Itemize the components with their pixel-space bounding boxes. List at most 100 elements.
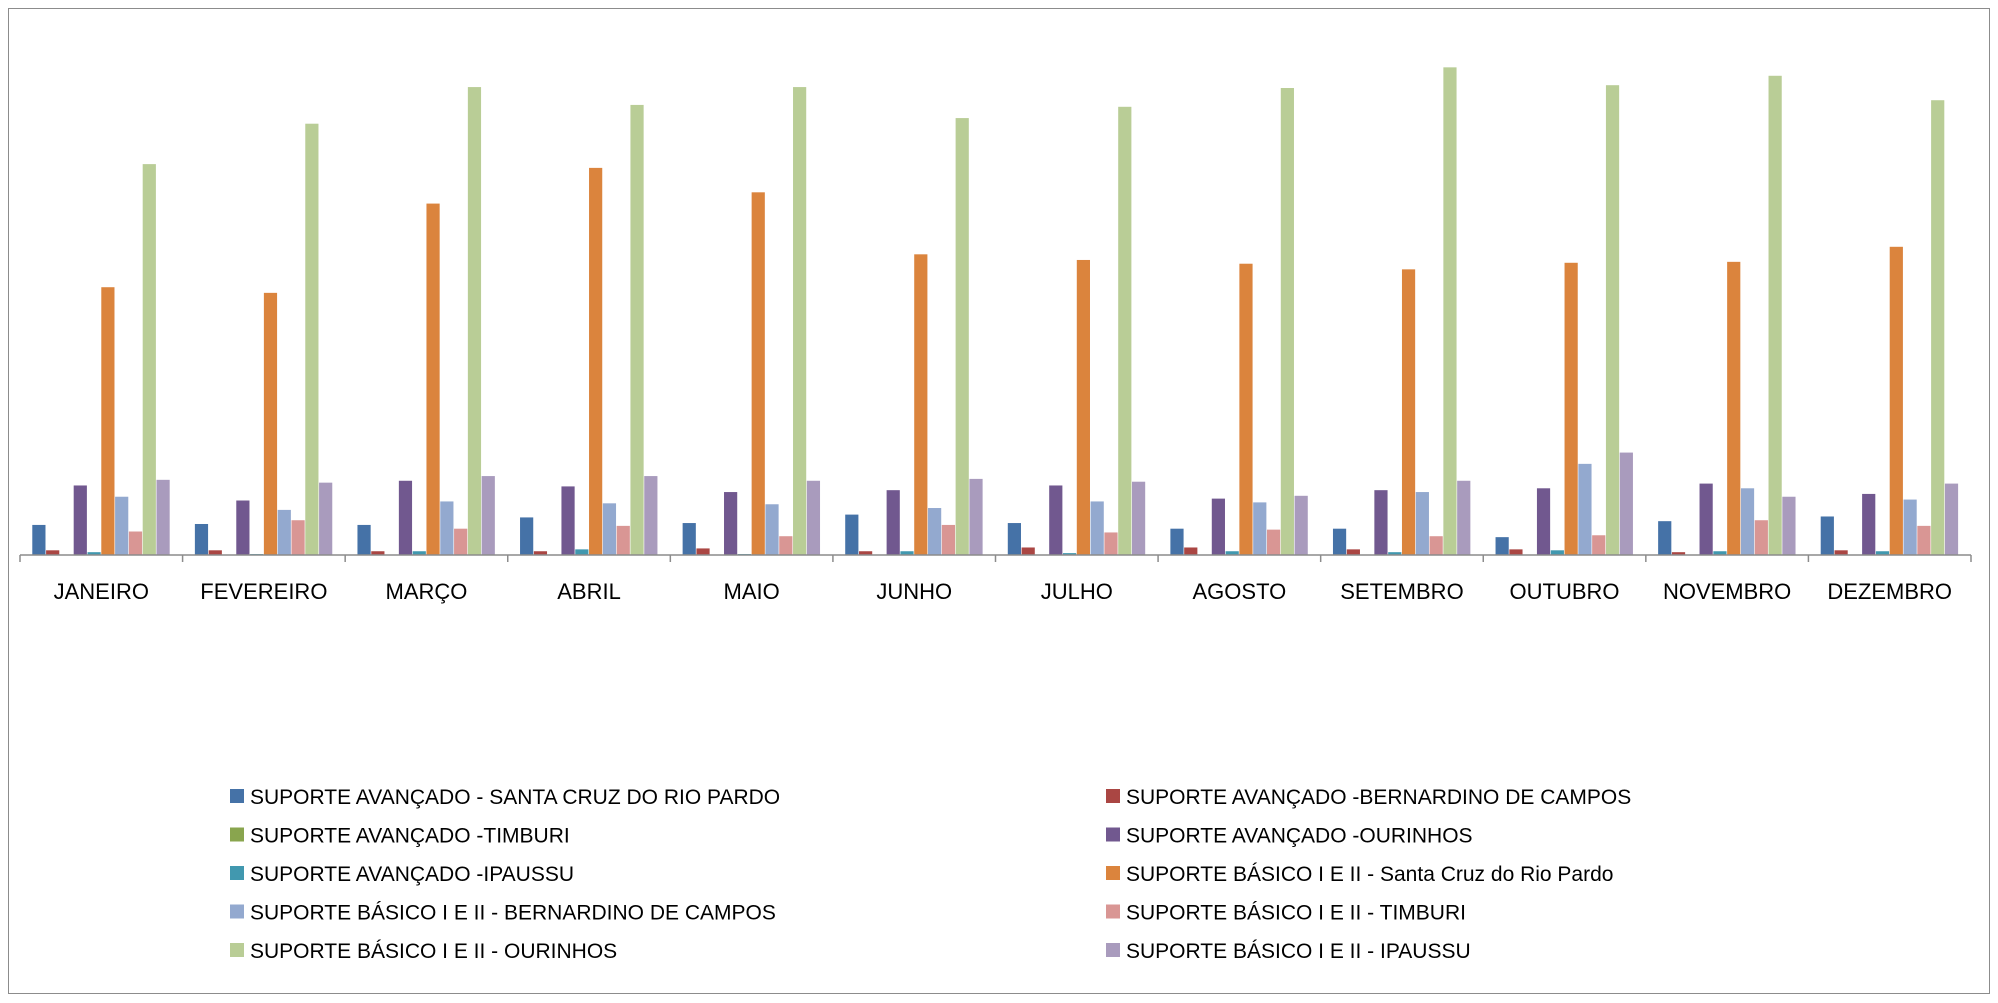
bar-junho-series-2: [859, 551, 873, 555]
bar-maio-series-10: [806, 480, 821, 555]
legend-label: SUPORTE BÁSICO I E II - TIMBURI: [1126, 902, 1466, 925]
bar-agosto-series-8: [1266, 529, 1281, 555]
legend-label: SUPORTE BÁSICO I E II - IPAUSSU: [1126, 940, 1471, 963]
bar-junho-series-5: [900, 551, 914, 555]
x-tick-label-abril: ABRIL: [557, 579, 621, 604]
x-tick-label-julho: JULHO: [1041, 579, 1113, 604]
bar-dezembro-series-5: [1875, 551, 1890, 555]
legend-swatch: [230, 789, 244, 803]
legend-item-9: SUPORTE BÁSICO I E II - OURINHOS: [230, 940, 617, 963]
bar-novembro-series-9: [1768, 75, 1782, 555]
bar-setembro-series-10: [1457, 480, 1471, 555]
bar-junho-series-10: [969, 478, 983, 555]
bar-maio-series-8: [779, 536, 793, 555]
bar-janeiro-series-5: [87, 552, 101, 555]
legend-item-7: SUPORTE BÁSICO I E II - BERNARDINO DE CA…: [230, 902, 776, 925]
bar-abril-series-10: [644, 476, 658, 555]
bar-marco-series-10: [481, 476, 495, 555]
x-tick-label-janeiro: JANEIRO: [54, 579, 149, 604]
bar-novembro-series-5: [1713, 551, 1727, 555]
x-tick-label-dezembro: DEZEMBRO: [1827, 579, 1952, 604]
bar-agosto-series-9: [1280, 88, 1294, 555]
legend-swatch: [230, 943, 244, 957]
bar-julho-series-7: [1090, 501, 1104, 555]
bar-outubro-series-9: [1605, 85, 1620, 555]
bar-abril-series-4: [561, 486, 575, 555]
bar-julho-series-5: [1062, 553, 1077, 555]
bar-marco-series-4: [398, 480, 413, 555]
x-tick-label-junho: JUNHO: [876, 579, 952, 604]
bar-janeiro-series-4: [73, 485, 87, 555]
bar-julho-series-4: [1049, 485, 1063, 555]
bar-marco-series-9: [467, 87, 482, 555]
bar-marco-series-1: [357, 524, 371, 555]
bar-novembro-series-4: [1699, 483, 1713, 555]
bar-novembro-series-1: [1658, 521, 1672, 555]
bar-janeiro-series-2: [46, 550, 60, 555]
x-tick-label-fevereiro: FEVEREIRO: [200, 579, 327, 604]
bar-junho-series-4: [886, 490, 900, 555]
bar-outubro-series-1: [1495, 537, 1509, 555]
bar-setembro-series-5: [1388, 552, 1402, 555]
bar-setembro-series-8: [1429, 536, 1443, 555]
bar-fevereiro-series-10: [319, 482, 333, 555]
bar-novembro-series-10: [1782, 496, 1796, 555]
legend-item-4: SUPORTE AVANÇADO -OURINHOS: [1106, 825, 1473, 848]
bar-marco-series-6: [426, 203, 440, 555]
bar-abril-series-2: [533, 551, 548, 555]
x-tick-label-setembro: SETEMBRO: [1340, 579, 1463, 604]
bar-setembro-series-1: [1332, 528, 1347, 555]
bar-fevereiro-series-8: [291, 520, 305, 555]
bar-abril-series-9: [630, 104, 644, 556]
bar-maio-series-6: [751, 192, 765, 555]
bar-novembro-series-7: [1740, 488, 1755, 555]
legend-label: SUPORTE BÁSICO I E II - BERNARDINO DE CA…: [250, 902, 776, 925]
bar-series-group: [32, 67, 1959, 556]
bar-maio-series-7: [765, 504, 779, 555]
bar-outubro-series-7: [1578, 463, 1592, 555]
legend-item-8: SUPORTE BÁSICO I E II - TIMBURI: [1106, 902, 1466, 925]
bar-dezembro-series-7: [1903, 499, 1917, 555]
bar-julho-series-9: [1118, 106, 1132, 556]
bar-setembro-series-2: [1346, 549, 1360, 555]
bar-abril-series-6: [589, 167, 603, 555]
bar-janeiro-series-9: [142, 164, 156, 555]
bar-fevereiro-series-1: [194, 523, 209, 555]
legend-swatch: [1106, 789, 1120, 803]
bar-junho-series-7: [928, 508, 942, 555]
bar-fevereiro-series-7: [277, 509, 291, 555]
bar-setembro-series-4: [1374, 490, 1388, 555]
legend: SUPORTE AVANÇADO - SANTA CRUZ DO RIO PAR…: [230, 786, 1631, 963]
legend-label: SUPORTE BÁSICO I E II - OURINHOS: [250, 940, 617, 963]
bar-maio-series-1: [682, 523, 696, 555]
bar-setembro-series-6: [1401, 269, 1416, 555]
legend-label: SUPORTE AVANÇADO - SANTA CRUZ DO RIO PAR…: [250, 786, 780, 809]
legend-item-10: SUPORTE BÁSICO I E II - IPAUSSU: [1106, 940, 1471, 963]
bar-julho-series-8: [1104, 532, 1118, 555]
bar-outubro-series-5: [1550, 550, 1564, 555]
legend-label: SUPORTE AVANÇADO -BERNARDINO DE CAMPOS: [1126, 786, 1631, 809]
bar-dezembro-series-8: [1917, 525, 1931, 555]
legend-item-6: SUPORTE BÁSICO I E II - Santa Cruz do Ri…: [1106, 863, 1613, 886]
bar-fevereiro-series-9: [305, 123, 319, 556]
bar-junho-series-1: [845, 514, 859, 555]
legend-swatch: [230, 866, 244, 880]
legend-swatch: [1106, 904, 1120, 919]
bar-chart: JANEIRO FEVEREIRO MARÇO ABRIL MAIO JUNHO JULHO…: [19, 67, 1972, 963]
bar-junho-series-9: [955, 118, 969, 555]
bar-janeiro-series-1: [32, 524, 46, 555]
bar-fevereiro-series-6: [263, 292, 278, 555]
x-tick-label-novembro: NOVEMBRO: [1663, 579, 1791, 604]
legend-label: SUPORTE AVANÇADO -OURINHOS: [1126, 825, 1473, 848]
x-axis-tick-labels: JANEIRO FEVEREIRO MARÇO ABRIL MAIO JUNHO JULHO…: [54, 579, 1952, 604]
legend-swatch: [230, 827, 244, 842]
bar-maio-series-9: [793, 87, 807, 555]
x-tick-label-marco: MARÇO: [386, 579, 468, 604]
bar-dezembro-series-6: [1889, 246, 1903, 556]
bar-novembro-series-2: [1671, 552, 1686, 555]
bar-junho-series-8: [941, 524, 956, 555]
bar-outubro-series-4: [1536, 488, 1551, 555]
bar-fevereiro-series-2: [208, 550, 222, 555]
bar-maio-series-4: [724, 492, 738, 555]
bar-agosto-series-5: [1225, 551, 1239, 555]
